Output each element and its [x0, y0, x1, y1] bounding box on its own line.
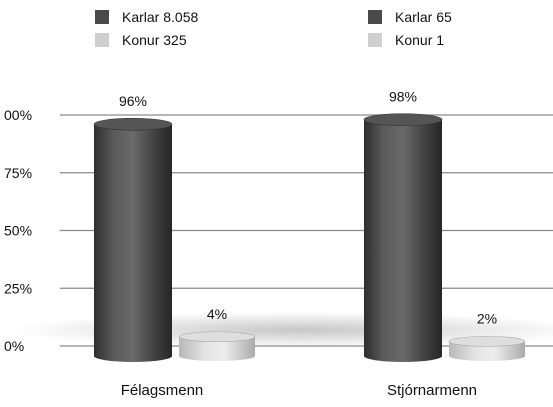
y-tick-label: 00% — [4, 107, 32, 123]
category-label: Félagsmenn — [121, 382, 204, 399]
bar-karlar — [94, 124, 172, 357]
legend-label: Karlar 65 — [395, 9, 452, 25]
bar-base — [94, 350, 172, 362]
bar-base — [364, 350, 442, 362]
category-label: Stjórnarmenn — [387, 382, 477, 399]
data-labels: 96% 4% 98% 2% — [119, 89, 497, 327]
legend-swatch-karlar — [368, 10, 382, 24]
legends: Karlar 8.058 Konur 325 Karlar 65 Konur 1 — [95, 9, 452, 48]
bar-base — [449, 351, 525, 361]
legend-swatch-konur — [95, 33, 109, 47]
bar-top — [448, 336, 526, 347]
y-tick-label: 0% — [4, 338, 24, 354]
data-label: 4% — [207, 306, 227, 322]
legend-label: Karlar 8.058 — [122, 9, 198, 25]
y-tick-label: 25% — [4, 280, 32, 296]
bar-top — [93, 117, 173, 131]
bar-top — [363, 113, 443, 126]
legend-label: Konur 1 — [395, 32, 444, 48]
y-tick-label: 50% — [4, 223, 32, 239]
legend-swatch-konur — [368, 33, 382, 47]
y-tick-label: 75% — [4, 165, 32, 181]
x-axis: Félagsmenn Stjórnarmenn — [121, 382, 477, 399]
legend-label: Konur 325 — [122, 32, 187, 48]
legend-swatch-karlar — [95, 10, 109, 24]
bar-konur — [179, 336, 255, 356]
bars — [93, 113, 526, 362]
bar-karlar — [364, 119, 442, 357]
bar-top — [178, 331, 256, 343]
y-axis: 0% 25% 50% 75% 00% — [4, 107, 32, 354]
bar-base — [179, 351, 255, 361]
data-label: 96% — [119, 93, 147, 109]
data-label: 2% — [477, 310, 497, 326]
data-label: 98% — [389, 89, 417, 105]
